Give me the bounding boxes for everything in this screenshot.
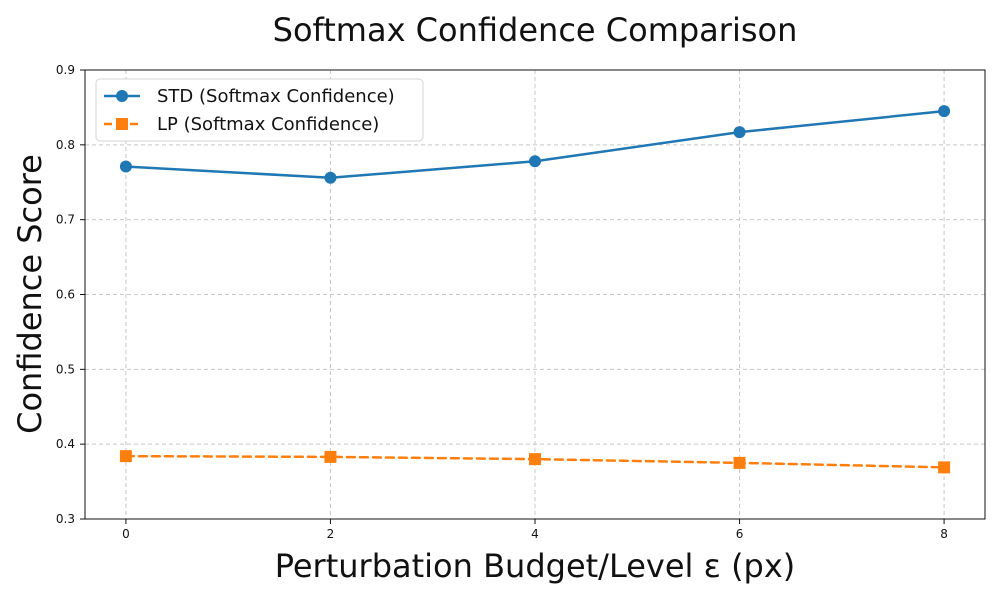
y-tick-label: 0.4 [56,437,75,451]
y-tick-label: 0.9 [56,63,75,77]
lp-data-point [529,453,541,466]
legend-label-lp: LP (Softmax Confidence) [157,114,379,135]
legend-box [95,78,424,142]
std-data-point [733,126,746,139]
std-data-point [324,171,337,184]
std-series [119,105,951,184]
y-axis-label: Confidence Score [11,154,49,434]
chart-title: Softmax Confidence Comparison [273,11,798,49]
x-tick-label: 0 [122,527,130,541]
legend-item-lp: LP (Softmax Confidence) [104,114,379,135]
axes: 0 2 4 6 8 0.3 0.4 0.5 0.6 0.7 0.8 0.9 [56,63,986,541]
lp-series [119,450,951,474]
y-tick-label: 0.3 [56,512,75,526]
x-axis-label: Perturbation Budget/Level ε (px) [275,547,796,585]
lp-data-point [938,461,951,474]
lp-data-point [119,450,132,463]
x-tick-label: 8 [940,527,948,541]
lp-data-point [324,450,337,463]
legend-marker-square [116,118,128,130]
x-tick-label: 4 [531,527,539,541]
legend-marker-circle [116,90,128,102]
x-tick-label: 2 [327,527,335,541]
y-tick-label: 0.7 [56,213,75,227]
y-tick-label: 0.8 [56,138,75,152]
series-lines [119,105,951,474]
std-data-point [529,155,541,168]
std-data-point [119,160,132,173]
std-data-point [938,105,951,118]
lp-data-point [733,456,746,469]
x-tick-label: 6 [736,527,744,541]
legend-item-std: STD (Softmax Confidence) [104,86,395,107]
legend-label-std: STD (Softmax Confidence) [157,86,395,107]
y-tick-label: 0.6 [56,288,75,302]
y-tick-label: 0.5 [56,362,75,376]
legend: STD (Softmax Confidence) LP (Softmax Conf… [95,78,424,142]
